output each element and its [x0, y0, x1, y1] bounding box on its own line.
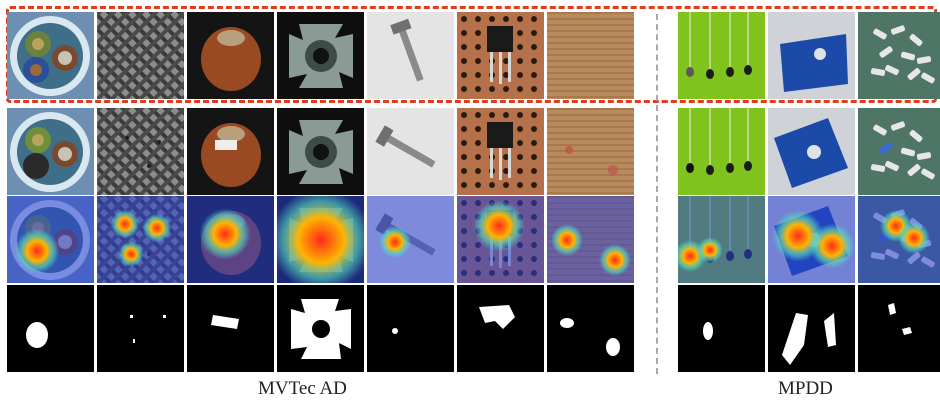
mvtec-caption: MVTec AD — [258, 378, 347, 399]
cable-predicted-mask-image — [7, 285, 94, 372]
connector-normal-reference-image — [678, 12, 765, 99]
transistor-anomaly-heatmap-image — [457, 196, 544, 283]
transistor-normal-reference-image — [457, 12, 544, 99]
metal-plate-normal-reference-image — [768, 12, 855, 99]
hazelnut-anomalous-sample-image — [187, 108, 274, 195]
connector-anomaly-heatmap-image — [678, 196, 765, 283]
connector-anomalous-sample-image — [678, 108, 765, 195]
cable-anomalous-sample-image — [7, 108, 94, 195]
screw-normal-reference-image — [367, 12, 454, 99]
hazelnut-normal-reference-image — [187, 12, 274, 99]
cable-anomaly-heatmap-image — [7, 196, 94, 283]
wood-anomalous-sample-image — [547, 108, 634, 195]
tubes-normal-reference-image — [858, 12, 940, 99]
hazelnut-anomaly-heatmap-image — [187, 196, 274, 283]
screw-anomaly-heatmap-image — [367, 196, 454, 283]
transistor-anomalous-sample-image — [457, 108, 544, 195]
metal-nut-anomaly-heatmap-image — [277, 196, 364, 283]
tubes-anomaly-heatmap-image — [858, 196, 940, 283]
tubes-predicted-mask-image — [858, 285, 940, 372]
wood-anomaly-heatmap-image — [547, 196, 634, 283]
cable-normal-reference-image — [7, 12, 94, 99]
wood-normal-reference-image — [547, 12, 634, 99]
carpet-anomaly-heatmap-image — [97, 196, 184, 283]
mpdd-caption: MPDD — [778, 378, 833, 399]
metal-nut-predicted-mask-image — [277, 285, 364, 372]
metal-plate-anomalous-sample-image — [768, 108, 855, 195]
transistor-predicted-mask-image — [457, 285, 544, 372]
hazelnut-predicted-mask-image — [187, 285, 274, 372]
connector-predicted-mask-image — [678, 285, 765, 372]
metal-nut-anomalous-sample-image — [277, 108, 364, 195]
metal-nut-normal-reference-image — [277, 12, 364, 99]
metal-plate-anomaly-heatmap-image — [768, 196, 855, 283]
carpet-anomalous-sample-image — [97, 108, 184, 195]
dataset-separator — [656, 14, 658, 374]
tubes-anomalous-sample-image — [858, 108, 940, 195]
screw-anomalous-sample-image — [367, 108, 454, 195]
metal-plate-predicted-mask-image — [768, 285, 855, 372]
screw-predicted-mask-image — [367, 285, 454, 372]
carpet-normal-reference-image — [97, 12, 184, 99]
carpet-predicted-mask-image — [97, 285, 184, 372]
wood-predicted-mask-image — [547, 285, 634, 372]
